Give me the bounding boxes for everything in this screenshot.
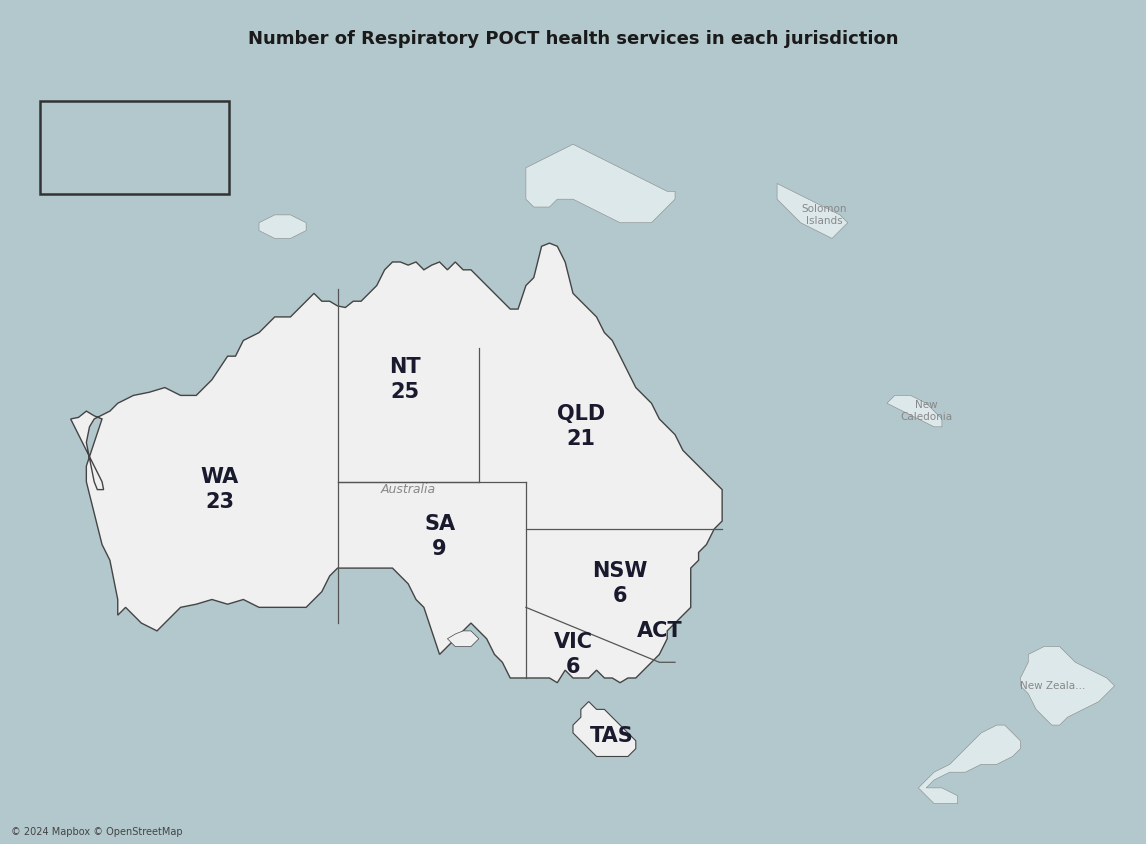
Polygon shape: [887, 395, 942, 427]
Polygon shape: [447, 630, 479, 647]
Polygon shape: [259, 215, 306, 238]
Polygon shape: [526, 144, 675, 223]
Text: Australia: Australia: [380, 483, 435, 496]
Text: New
Caledonia: New Caledonia: [900, 400, 952, 422]
Text: Solomon
Islands: Solomon Islands: [801, 204, 847, 225]
Text: WA
23: WA 23: [201, 468, 238, 512]
Text: TAS: TAS: [590, 726, 634, 746]
Text: © 2024 Mapbox © OpenStreetMap: © 2024 Mapbox © OpenStreetMap: [11, 827, 183, 837]
Text: Number of Respiratory POCT health services in each jurisdiction: Number of Respiratory POCT health servic…: [248, 30, 898, 47]
Text: SA
9: SA 9: [424, 514, 455, 559]
Polygon shape: [1020, 647, 1115, 725]
Text: 90: 90: [123, 160, 147, 177]
Text: QLD
21: QLD 21: [557, 404, 605, 449]
Text: NT
25: NT 25: [390, 357, 421, 402]
Text: New Zeala…: New Zeala…: [1020, 681, 1086, 691]
Text: NSW
6: NSW 6: [592, 561, 647, 606]
Text: VIC
6: VIC 6: [554, 632, 592, 677]
Text: Total Sites:: Total Sites:: [78, 122, 191, 140]
Polygon shape: [918, 725, 1020, 803]
Polygon shape: [573, 701, 636, 756]
Polygon shape: [777, 183, 848, 238]
Text: ACT: ACT: [636, 621, 682, 641]
Polygon shape: [71, 243, 722, 683]
